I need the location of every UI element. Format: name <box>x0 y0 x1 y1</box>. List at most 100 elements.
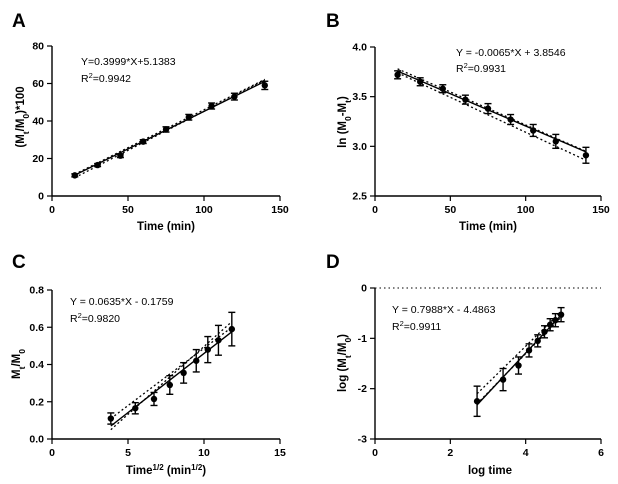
panel-a-plot: 0 20 40 60 80 0 50 100 150 <box>32 41 289 217</box>
data-point <box>208 102 215 110</box>
x-tick-label: 150 <box>592 204 610 216</box>
x-tick-label: 0 <box>49 204 55 216</box>
data-point <box>552 317 559 324</box>
panel-c-equation: Y = 0.0635*X - 0.1759 <box>70 296 174 308</box>
panel-b-equation: Y = -0.0065*X + 3.8546 <box>456 47 566 59</box>
y-tick-label: 0.8 <box>29 285 44 297</box>
panel-c-plot: 0.0 0.2 0.4 0.6 0.8 0 5 10 15 <box>29 285 286 460</box>
data-point <box>71 172 79 179</box>
panel-d-ylabel: log (Mt/M0) <box>337 334 353 392</box>
y-tick-label: 80 <box>32 41 44 53</box>
x-tick-label: 100 <box>195 204 213 216</box>
data-point <box>204 346 211 353</box>
panel-b: B 2.5 3.0 3.5 4.0 0 50 100 150 ln (M0-Mt) Time … <box>326 11 610 233</box>
panel-a-letter: A <box>12 11 26 32</box>
y-tick-label: 0.2 <box>29 396 44 408</box>
x-tick-label: 0 <box>49 447 55 459</box>
x-tick-label: 0 <box>372 447 378 459</box>
panel-c-letter: C <box>12 252 26 273</box>
data-point <box>394 71 401 79</box>
y-tick-label: -1 <box>358 333 367 345</box>
data-point <box>473 398 481 405</box>
data-point <box>484 105 492 112</box>
data-point <box>107 415 115 422</box>
panel-b-r2: R2=0.9931 <box>456 61 506 76</box>
panel-c-ylabel: Mt/M0 <box>11 349 27 379</box>
y-tick-label: 3.5 <box>352 91 367 103</box>
y-tick-label: 60 <box>32 78 44 90</box>
x-tick-label: 100 <box>517 204 535 216</box>
y-tick-label: 0.4 <box>29 359 44 371</box>
confidence-band-line <box>476 311 562 395</box>
y-tick-label: 0 <box>38 191 44 203</box>
panel-b-xlabel: Time (min) <box>459 221 517 233</box>
y-tick-label: 4.0 <box>352 42 367 54</box>
y-tick-label: -2 <box>358 383 367 395</box>
data-point <box>180 369 187 377</box>
x-tick-label: 5 <box>125 447 131 459</box>
data-point <box>417 78 424 85</box>
panel-d: D -3 -2 -1 0 0 2 4 6 log (Mt/M0) log time Y = 0… <box>326 252 604 477</box>
regression-line <box>110 331 233 427</box>
panel-b-letter: B <box>326 11 340 32</box>
panel-b-plot: 2.5 3.0 3.5 4.0 0 50 100 150 <box>352 42 610 217</box>
panel-a-r2: R2=0.9942 <box>81 71 131 86</box>
confidence-band-line <box>110 326 233 420</box>
confidence-band-line <box>397 68 587 152</box>
panel-d-equation: Y = 0.7988*X - 4.4863 <box>392 304 496 316</box>
data-point <box>231 93 238 100</box>
data-point <box>557 311 565 318</box>
y-tick-label: 2.5 <box>352 191 367 203</box>
x-tick-label: 15 <box>274 447 286 459</box>
panel-b-ylabel: ln (M0-Mt) <box>337 96 353 148</box>
panel-d-plot: -3 -2 -1 0 0 2 4 6 <box>358 283 604 460</box>
panel-a-ylabel: (Mt/M0)*100 <box>15 86 31 147</box>
x-tick-label: 10 <box>198 447 210 459</box>
regression-line <box>397 70 587 153</box>
panel-c-xlabel: Time1/2 (min1/2) <box>126 463 206 478</box>
panel-a: A 0 20 40 60 80 0 50 100 150 (Mt/M0)*100 Time (m… <box>12 11 289 233</box>
data-point <box>215 337 222 344</box>
data-point <box>499 376 507 383</box>
data-point <box>582 152 590 159</box>
data-point <box>162 126 170 133</box>
y-tick-label: 3.0 <box>352 141 367 153</box>
x-tick-label: 4 <box>523 447 529 459</box>
data-point <box>228 325 236 333</box>
data-point <box>132 405 139 412</box>
data-point <box>515 362 522 369</box>
data-point <box>166 381 173 389</box>
data-point <box>193 357 200 364</box>
data-point <box>530 127 537 134</box>
data-point <box>541 328 548 335</box>
data-point <box>94 161 101 169</box>
data-point <box>261 82 268 89</box>
x-tick-label: 50 <box>444 204 456 216</box>
panel-a-equation: Y=0.3999*X+5.1383 <box>81 56 176 68</box>
y-tick-label: 0.6 <box>29 322 44 334</box>
panel-d-r2: R2=0.9911 <box>392 319 441 334</box>
x-tick-label: 50 <box>122 204 134 216</box>
data-point <box>117 152 124 159</box>
panel-d-letter: D <box>326 252 340 273</box>
data-point <box>462 96 469 103</box>
x-tick-label: 6 <box>598 447 604 459</box>
data-point <box>185 114 192 121</box>
panel-a-xlabel: Time (min) <box>137 221 195 233</box>
y-tick-label: 20 <box>32 153 44 165</box>
data-point <box>439 85 446 92</box>
data-point <box>534 337 541 345</box>
confidence-band-line <box>397 72 587 161</box>
x-tick-label: 0 <box>372 204 378 216</box>
panel-c: C 0.0 0.2 0.4 0.6 0.8 0 5 10 15 Mt/M0 Time1/2 (m… <box>11 252 286 477</box>
x-tick-label: 2 <box>447 447 453 459</box>
x-tick-label: 150 <box>271 204 289 216</box>
data-point <box>546 321 554 328</box>
panel-d-xlabel: log time <box>468 465 512 477</box>
y-tick-label: 0 <box>361 283 367 295</box>
data-point <box>507 116 514 123</box>
y-tick-label: 40 <box>32 116 44 128</box>
y-tick-label: -3 <box>358 434 367 446</box>
data-point <box>552 138 559 145</box>
